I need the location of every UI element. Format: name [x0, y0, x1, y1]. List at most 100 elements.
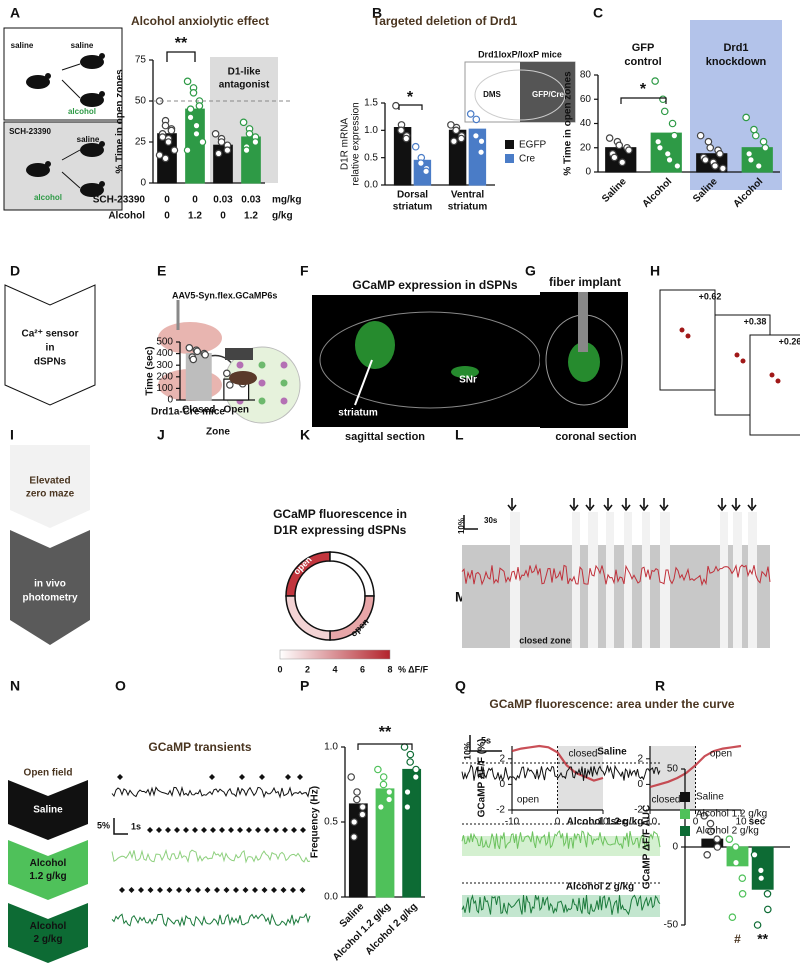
transient-marker — [128, 887, 135, 893]
legend-swatch — [505, 154, 514, 163]
panel-title: D1R expressing dSPNs — [274, 523, 407, 537]
data-point — [189, 89, 198, 97]
bregma-label: +0.38 — [744, 316, 767, 326]
data-point — [377, 803, 385, 811]
open-zone — [733, 512, 742, 648]
data-point — [654, 137, 662, 146]
scale-bar — [113, 818, 128, 835]
data-point — [183, 77, 192, 86]
x-tick-label: 10 — [735, 817, 747, 828]
gcamp-signal — [451, 366, 479, 378]
panel-letter: O — [115, 678, 126, 694]
caption: sagittal section — [345, 431, 425, 443]
data-point — [764, 905, 772, 914]
transient-marker — [264, 827, 270, 833]
annotation: open — [710, 749, 732, 760]
significance: ** — [175, 35, 188, 52]
data-point — [706, 827, 715, 836]
data-point — [170, 146, 179, 155]
data-point — [347, 773, 356, 781]
mouse-icon — [229, 371, 257, 385]
event-arrow — [569, 498, 579, 512]
y-tick-label: 0.0 — [324, 892, 338, 903]
x-axis-title: Zone — [206, 427, 230, 438]
bar — [375, 788, 395, 898]
data-point — [713, 843, 722, 851]
table-cell: g/kg — [272, 211, 293, 222]
data-point — [242, 146, 251, 155]
data-point — [392, 101, 400, 110]
event-arrow — [639, 498, 649, 512]
data-point — [738, 889, 747, 898]
panel-letter: A — [10, 5, 20, 21]
significance: * — [640, 81, 647, 98]
schematic-label: Drd1loxP/loxP mice — [478, 49, 562, 59]
step-title: Open field — [24, 768, 73, 779]
fiber-location — [679, 327, 685, 333]
y-tick-label: 300 — [156, 360, 173, 371]
line — [511, 744, 604, 782]
line — [649, 744, 742, 789]
schematic-label: AAV5-Syn.flex.GCaMP6s — [172, 290, 277, 300]
gcamp-signal — [568, 342, 600, 382]
data-point — [186, 113, 195, 122]
neuron — [280, 397, 288, 405]
schematic-label: saline — [71, 41, 94, 50]
data-point — [745, 150, 753, 158]
schematic-label: alcohol — [68, 107, 96, 116]
step-shape — [10, 530, 90, 645]
y-tick-label: 0 — [672, 842, 678, 853]
transient-marker — [228, 827, 234, 833]
annotation: open — [517, 795, 539, 806]
mouse-icon — [26, 75, 50, 89]
panel-letter: M — [455, 589, 467, 605]
colorbar — [279, 649, 391, 660]
x-tick-label: 0 — [693, 817, 699, 828]
neuron — [280, 379, 288, 387]
data-point — [155, 151, 164, 159]
table-cell: 0 — [164, 195, 170, 206]
panel-title: Targeted deletion of Drd1 — [373, 14, 518, 28]
group-title: control — [624, 56, 661, 68]
data-point — [704, 137, 713, 146]
y-tick-label: 60 — [580, 94, 592, 105]
data-point — [728, 913, 737, 922]
fiber-location — [740, 358, 746, 364]
data-point — [711, 162, 719, 170]
panel-title: GCaMP transients — [148, 740, 251, 754]
legend-label: Alcohol 1.2 g/kg — [696, 809, 767, 820]
panel-letter: I — [10, 427, 14, 443]
data-point — [189, 355, 198, 364]
data-point — [193, 347, 202, 356]
open-zone — [720, 512, 728, 648]
table-cell: mg/kg — [272, 195, 301, 206]
data-point — [750, 850, 759, 859]
data-point — [379, 780, 388, 789]
y-axis-title: Time (sec) — [145, 346, 156, 395]
transient-marker — [214, 887, 220, 893]
significance-bracket — [166, 51, 196, 62]
transient-marker — [119, 887, 125, 893]
y-tick-label: -50 — [664, 920, 679, 931]
panel-letter: G — [525, 263, 536, 279]
data-point — [706, 143, 715, 152]
transient-marker — [195, 887, 201, 893]
transient-marker — [285, 774, 291, 780]
transient-marker — [246, 827, 252, 833]
significance: * — [407, 89, 414, 106]
scale-label: 5s — [481, 735, 491, 745]
transient-marker — [174, 827, 180, 833]
data-point — [164, 138, 173, 146]
table-cell: 0.03 — [213, 195, 233, 206]
mouse-ear — [45, 73, 51, 79]
colorbar-tick-label: 4 — [332, 664, 337, 674]
y-tick-label: -2 — [496, 805, 505, 816]
y-tick-label: -2 — [634, 805, 643, 816]
fiber — [578, 292, 588, 352]
data-point — [223, 146, 232, 155]
panel-letter: E — [157, 263, 166, 279]
transient-marker — [282, 827, 288, 833]
significance-bracket — [620, 97, 667, 104]
data-point — [754, 162, 763, 170]
